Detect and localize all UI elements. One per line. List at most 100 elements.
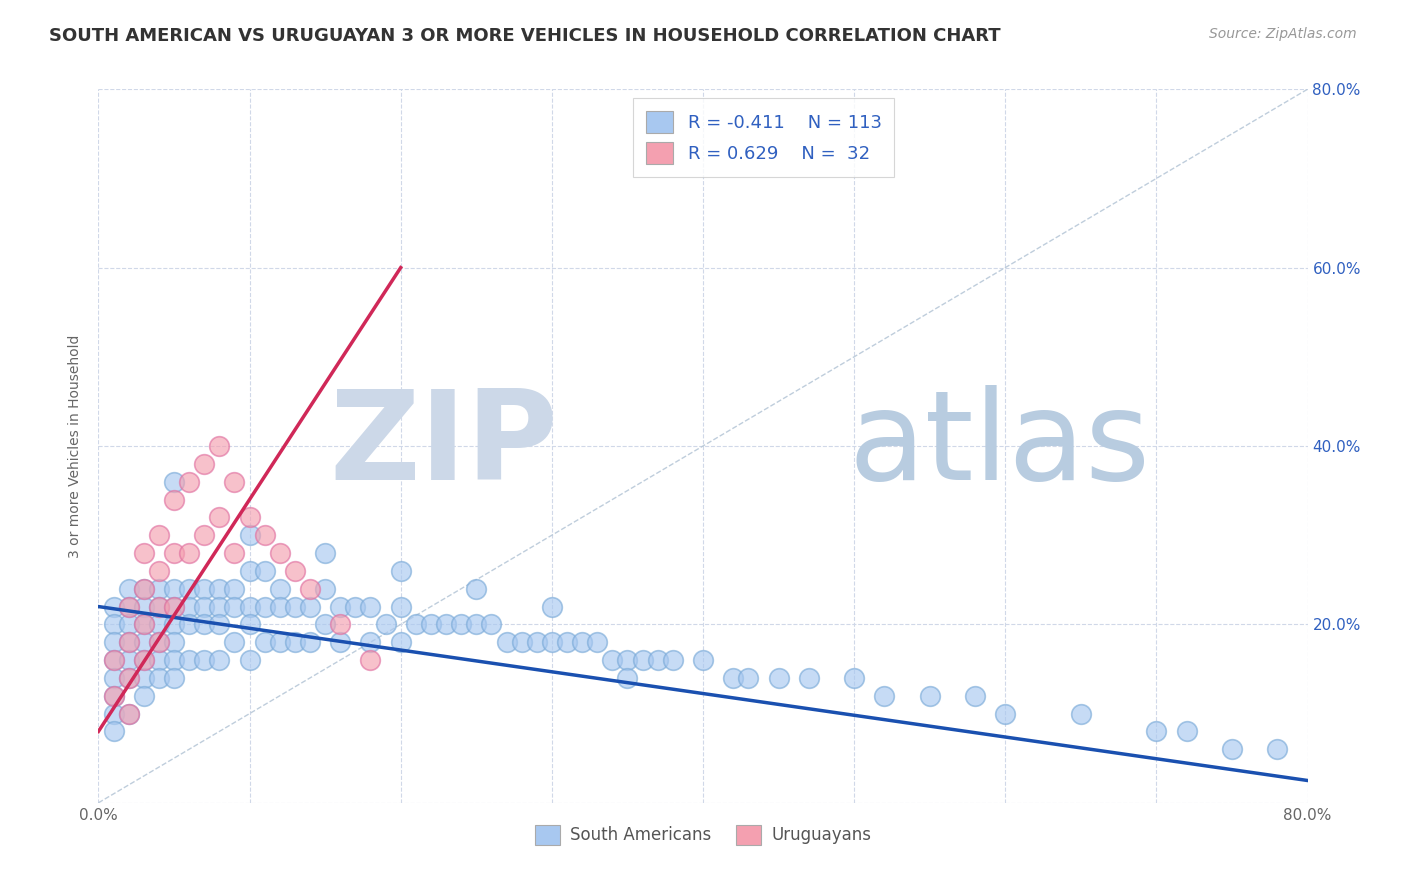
Point [103, 706, 125, 721]
Point [405, 617, 427, 632]
Point [329, 635, 352, 649]
Point [647, 653, 669, 667]
Point [555, 635, 578, 649]
Point [118, 599, 141, 614]
Point [239, 617, 262, 632]
Point [118, 706, 141, 721]
Point [148, 653, 170, 667]
Point [465, 617, 488, 632]
Point [434, 617, 457, 632]
Point [299, 635, 322, 649]
Point [148, 617, 170, 632]
Point [737, 671, 759, 685]
Point [148, 599, 170, 614]
Point [224, 546, 246, 560]
Point [103, 599, 125, 614]
Text: SOUTH AMERICAN VS URUGUAYAN 3 OR MORE VEHICLES IN HOUSEHOLD CORRELATION CHART: SOUTH AMERICAN VS URUGUAYAN 3 OR MORE VE… [49, 27, 1001, 45]
Point [208, 617, 231, 632]
Point [239, 599, 262, 614]
Point [132, 671, 155, 685]
Point [1144, 724, 1167, 739]
Point [208, 510, 231, 524]
Point [586, 635, 609, 649]
Point [329, 599, 352, 614]
Point [208, 599, 231, 614]
Point [103, 653, 125, 667]
Point [360, 653, 382, 667]
Point [374, 617, 396, 632]
Point [239, 653, 262, 667]
Point [208, 582, 231, 596]
Point [193, 599, 215, 614]
Point [994, 706, 1017, 721]
Point [193, 617, 215, 632]
Point [239, 528, 262, 542]
Point [540, 599, 562, 614]
Point [163, 671, 186, 685]
Point [148, 599, 170, 614]
Point [495, 635, 517, 649]
Point [132, 617, 155, 632]
Point [118, 617, 141, 632]
Point [193, 582, 215, 596]
Point [616, 653, 638, 667]
Point [965, 689, 987, 703]
Point [797, 671, 820, 685]
Point [768, 671, 790, 685]
Point [103, 689, 125, 703]
Legend: South Americans, Uruguayans: South Americans, Uruguayans [529, 818, 877, 852]
Point [132, 546, 155, 560]
Point [299, 599, 322, 614]
Point [163, 582, 186, 596]
Point [163, 475, 186, 489]
Point [253, 599, 276, 614]
Point [344, 599, 367, 614]
Point [163, 617, 186, 632]
Point [118, 599, 141, 614]
Point [148, 671, 170, 685]
Point [723, 671, 745, 685]
Point [253, 528, 276, 542]
Point [163, 635, 186, 649]
Point [103, 653, 125, 667]
Point [540, 635, 562, 649]
Point [118, 582, 141, 596]
Point [1220, 742, 1243, 756]
Point [389, 599, 412, 614]
Point [179, 546, 201, 560]
Point [465, 582, 488, 596]
Point [193, 528, 215, 542]
Point [253, 635, 276, 649]
Point [163, 653, 186, 667]
Point [132, 599, 155, 614]
Point [208, 653, 231, 667]
Point [314, 617, 336, 632]
Point [918, 689, 941, 703]
Point [284, 564, 307, 578]
Point [118, 671, 141, 685]
Point [163, 546, 186, 560]
Point [179, 617, 201, 632]
Point [526, 635, 548, 649]
Point [224, 635, 246, 649]
Point [103, 689, 125, 703]
Point [269, 582, 291, 596]
Point [239, 564, 262, 578]
Point [360, 599, 382, 614]
Point [389, 564, 412, 578]
Point [269, 546, 291, 560]
Point [314, 546, 336, 560]
Point [360, 635, 382, 649]
Text: ZIP: ZIP [329, 385, 558, 507]
Point [661, 653, 683, 667]
Point [179, 599, 201, 614]
Text: atlas: atlas [848, 385, 1150, 507]
Point [103, 617, 125, 632]
Point [420, 617, 443, 632]
Point [253, 564, 276, 578]
Text: Source: ZipAtlas.com: Source: ZipAtlas.com [1209, 27, 1357, 41]
Point [132, 689, 155, 703]
Point [163, 599, 186, 614]
Point [224, 582, 246, 596]
Y-axis label: 3 or more Vehicles in Household: 3 or more Vehicles in Household [69, 334, 83, 558]
